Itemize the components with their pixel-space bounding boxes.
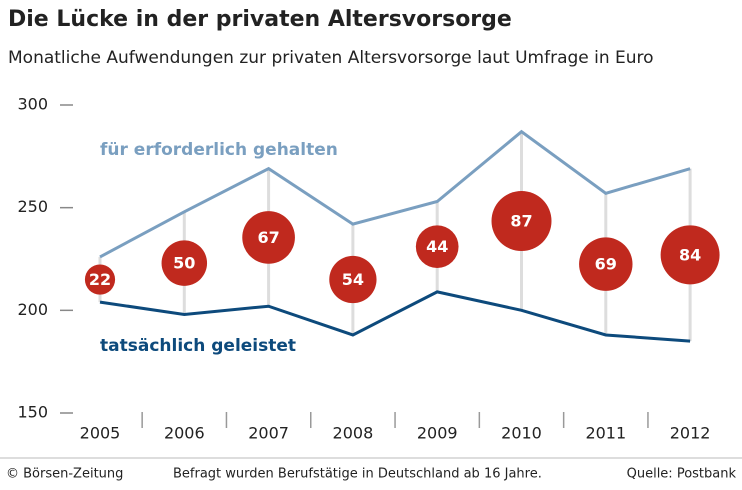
series-line <box>99 129 691 259</box>
gap-bubble <box>579 237 633 291</box>
series-line <box>99 290 691 343</box>
x-tick-label: 2005 <box>80 424 121 443</box>
gap-label: 22 <box>89 270 111 289</box>
footer-right: Quelle: Postbank <box>627 467 737 482</box>
gap-bubble <box>491 191 552 252</box>
y-tick-label: 200 <box>17 300 48 319</box>
x-tick-label: 2012 <box>670 424 711 443</box>
x-tick-label: 2009 <box>417 424 458 443</box>
gap-bubble <box>84 264 116 295</box>
x-tick-label: 2010 <box>501 424 542 443</box>
gap-bubble <box>660 225 720 285</box>
footer-center: Befragt wurden Berufstätige in Deutschla… <box>173 467 542 482</box>
gap-label: 50 <box>173 254 195 273</box>
chart-subtitle: Monatliche Aufwendungen zur privaten Alt… <box>8 48 654 68</box>
gap-bubble <box>161 240 208 286</box>
x-tick-label: 2011 <box>585 424 626 443</box>
x-tick-label: 2006 <box>164 424 205 443</box>
series-label: für erforderlich gehalten <box>100 140 338 160</box>
gap-label: 69 <box>595 255 617 274</box>
x-tick-label: 2007 <box>248 424 289 443</box>
gap-label: 54 <box>342 270 364 289</box>
gap-bubble <box>415 225 459 269</box>
y-tick-label: 150 <box>17 403 48 422</box>
gap-label: 44 <box>426 237 448 256</box>
y-tick-label: 300 <box>17 95 48 114</box>
gap-bubble <box>242 211 295 264</box>
chart-title: Die Lücke in der privaten Altersvorsorge <box>8 7 512 32</box>
gap-label: 84 <box>679 245 701 264</box>
gap-label: 67 <box>257 228 279 247</box>
gap-bubble <box>329 255 377 304</box>
gap-label: 87 <box>510 212 532 231</box>
footer-left: © Börsen-Zeitung <box>6 467 123 482</box>
series-label: tatsächlich geleistet <box>100 336 296 356</box>
x-tick-label: 2008 <box>333 424 374 443</box>
y-tick-label: 250 <box>17 197 48 216</box>
